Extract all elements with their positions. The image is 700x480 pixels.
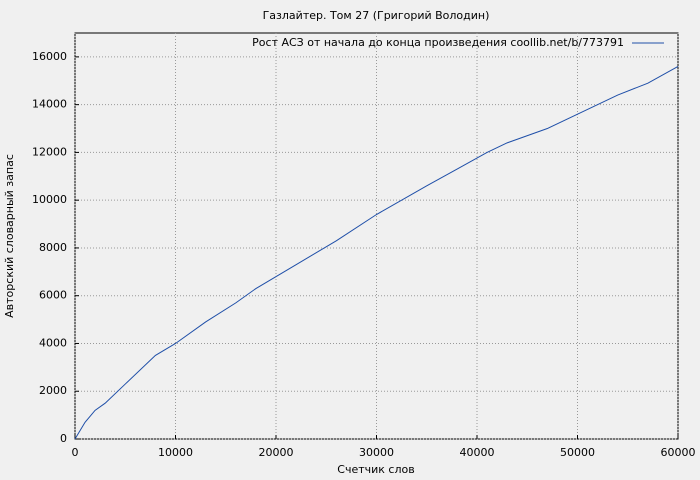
x-tick-label: 10000: [158, 446, 193, 459]
y-tick-label: 0: [60, 432, 67, 445]
data-line: [74, 65, 679, 440]
y-tick-label: 14000: [32, 98, 67, 111]
x-axis-label: Счетчик слов: [337, 463, 414, 476]
y-tick-label: 2000: [39, 384, 67, 397]
x-tick-label: 50000: [560, 446, 595, 459]
x-tick-label: 0: [72, 446, 79, 459]
x-tick-label: 30000: [359, 446, 394, 459]
legend-label: Рост АСЗ от начала до конца произведения…: [252, 36, 624, 49]
y-tick-label: 8000: [39, 241, 67, 254]
y-axis-label: Авторский словарный запас: [3, 154, 16, 318]
y-tick-label: 6000: [39, 289, 67, 302]
x-tick-label: 60000: [661, 446, 696, 459]
x-tick-label: 20000: [259, 446, 294, 459]
y-tick-label: 4000: [39, 336, 67, 349]
y-tick-label: 16000: [32, 50, 67, 63]
x-tick-label: 40000: [460, 446, 495, 459]
chart-title: Газлайтер. Том 27 (Григорий Володин): [263, 9, 490, 22]
y-tick-label: 12000: [32, 145, 67, 158]
y-tick-label: 10000: [32, 193, 67, 206]
